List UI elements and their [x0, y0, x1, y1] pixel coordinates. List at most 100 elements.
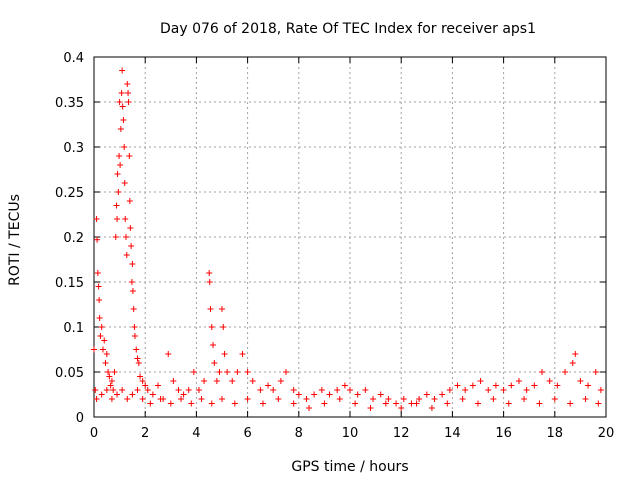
data-point-plus	[198, 396, 205, 402]
data-point-plus	[454, 382, 461, 389]
data-point-plus	[551, 396, 558, 402]
data-point-plus	[229, 378, 236, 384]
data-point-plus	[336, 396, 343, 402]
data-point-plus	[231, 400, 238, 407]
data-point-plus	[147, 400, 154, 407]
data-point-plus	[462, 387, 469, 393]
data-point-plus	[539, 369, 545, 375]
data-point-plus	[210, 342, 217, 348]
data-point-plus	[125, 90, 132, 96]
data-point-plus	[180, 391, 187, 398]
data-point-plus	[490, 396, 497, 402]
data-point-plus	[123, 252, 130, 258]
data-point-plus	[221, 351, 228, 357]
data-point-plus	[385, 396, 392, 402]
data-point-plus	[165, 351, 172, 357]
data-point-plus	[492, 382, 499, 389]
data-point-plus	[206, 270, 213, 276]
data-point-plus	[398, 405, 405, 411]
data-point-plus	[249, 378, 256, 384]
y-tick-label: 0.3	[63, 141, 84, 156]
data-point-plus	[116, 99, 123, 105]
data-point-plus	[505, 400, 512, 407]
data-point-plus	[92, 387, 99, 393]
data-point-plus	[431, 396, 438, 402]
data-point-plus	[134, 387, 141, 393]
data-point-plus	[567, 400, 574, 407]
y-axis-tick-labels: 0 0.05 0.1 0.15 0.2 0.25 0.3 0.35 0.4	[55, 51, 84, 426]
data-point-plus	[131, 324, 138, 330]
data-point-plus	[244, 369, 251, 375]
data-point-plus	[122, 216, 129, 222]
y-tick-label: 0	[76, 411, 84, 426]
data-point-plus	[178, 396, 185, 402]
data-point-plus	[128, 279, 135, 285]
data-point-plus	[128, 243, 135, 249]
x-tick-label: 6	[243, 426, 251, 441]
data-point-plus	[117, 162, 124, 168]
data-point-plus	[347, 387, 353, 393]
data-point-plus	[93, 396, 100, 402]
data-point-plus	[334, 387, 341, 393]
data-point-plus	[220, 324, 227, 330]
data-point-plus	[103, 351, 110, 357]
data-point-plus	[119, 67, 126, 74]
data-point-plus	[115, 189, 122, 195]
y-tick-label: 0.15	[55, 276, 84, 291]
data-point-plus	[185, 387, 192, 393]
data-point-plus	[101, 337, 108, 344]
data-point-plus	[96, 297, 103, 303]
data-point-plus	[459, 396, 466, 402]
data-point-plus	[114, 391, 121, 398]
data-point-plus	[110, 387, 117, 393]
data-point-plus	[117, 126, 124, 132]
y-tick-label: 0.2	[63, 231, 84, 246]
data-point-plus	[219, 396, 225, 402]
x-tick-label: 10	[342, 426, 359, 441]
data-points	[91, 67, 604, 411]
x-tick-label: 2	[141, 426, 149, 441]
data-point-plus	[477, 378, 484, 384]
data-point-plus	[149, 391, 156, 398]
data-point-plus	[277, 378, 284, 384]
data-point-plus	[546, 378, 553, 384]
data-point-plus	[244, 396, 251, 402]
data-point-plus	[188, 400, 195, 407]
data-point-plus	[367, 405, 374, 411]
data-point-plus	[500, 387, 507, 393]
x-tick-label: 12	[393, 426, 410, 441]
data-point-plus	[142, 382, 149, 389]
data-point-plus	[134, 355, 141, 362]
data-point-plus	[393, 400, 400, 407]
x-tick-label: 20	[598, 426, 615, 441]
data-point-plus	[303, 396, 310, 402]
data-point-plus	[416, 396, 423, 402]
data-point-plus	[382, 400, 389, 407]
data-point-plus	[95, 283, 102, 290]
data-point-plus	[108, 378, 115, 384]
data-point-plus	[569, 360, 576, 366]
data-point-plus	[120, 117, 127, 123]
data-point-plus	[129, 288, 136, 294]
data-point-plus	[306, 405, 313, 411]
data-point-plus	[585, 382, 592, 389]
data-point-plus	[469, 382, 476, 389]
data-point-plus	[239, 351, 246, 357]
x-tick-label: 18	[547, 426, 564, 441]
data-point-plus	[444, 400, 451, 407]
data-point-plus	[208, 400, 215, 407]
data-point-plus	[167, 400, 174, 407]
data-point-plus	[102, 360, 109, 366]
data-point-plus	[290, 387, 297, 393]
x-tick-label: 16	[495, 426, 512, 441]
data-point-plus	[97, 333, 104, 339]
data-point-plus	[352, 400, 359, 407]
data-point-plus	[119, 103, 126, 110]
data-point-plus	[582, 396, 589, 402]
data-point-plus	[354, 391, 361, 398]
data-point-plus	[127, 225, 134, 231]
chart-title: Day 076 of 2018, Rate Of TEC Index for r…	[160, 21, 536, 37]
data-point-plus	[523, 387, 530, 393]
data-point-plus	[125, 99, 132, 105]
data-point-plus	[126, 198, 133, 204]
